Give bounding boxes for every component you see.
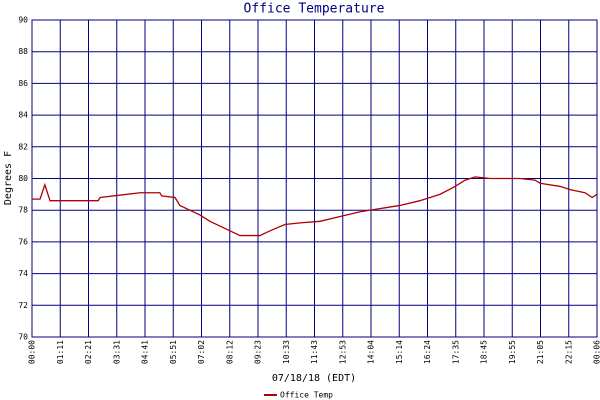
- y-tick-label: 84: [18, 111, 28, 120]
- y-tick-label: 80: [18, 174, 28, 183]
- x-tick-label: 16:24: [423, 340, 432, 364]
- y-tick-label: 74: [18, 269, 28, 278]
- x-tick-label: 17:35: [451, 340, 460, 364]
- y-tick-label: 90: [18, 16, 28, 25]
- legend-label: Office Temp: [280, 391, 333, 400]
- x-axis-label: 07/18/18 (EDT): [272, 373, 356, 384]
- x-tick-label: 21:05: [536, 340, 545, 364]
- line: [32, 176, 598, 237]
- y-tick-label: 82: [18, 142, 28, 151]
- chart-title: Office Temperature: [244, 2, 385, 17]
- x-tick-label: 19:55: [508, 340, 517, 364]
- x-tick-label: 01:11: [56, 340, 65, 364]
- x-tick-label: 15:14: [395, 340, 404, 364]
- x-tick-label: 05:51: [169, 340, 178, 364]
- x-tick-label: 09:23: [254, 340, 263, 364]
- y-tick-label: 78: [18, 206, 28, 215]
- x-tick-label: 04:41: [141, 340, 150, 364]
- x-tick-label: 11:43: [310, 340, 319, 364]
- x-tick-label: 07:02: [197, 340, 206, 364]
- x-tick-label: 08:12: [225, 340, 234, 364]
- y-tick-label: 76: [18, 237, 28, 246]
- x-tick-label: 12:53: [338, 340, 347, 364]
- x-tick-label: 00:00: [28, 340, 37, 364]
- y-tick-label: 72: [18, 301, 28, 310]
- x-tick-label: 22:15: [564, 340, 573, 364]
- x-tick-label: 14:04: [367, 340, 376, 364]
- x-tick-label: 03:31: [112, 340, 121, 364]
- x-tick-label: 10:33: [282, 340, 291, 364]
- x-tick-label: 00:06: [593, 340, 600, 364]
- y-tick-label: 70: [18, 333, 28, 342]
- x-tick-label: 02:21: [84, 340, 93, 364]
- plot-border: [31, 19, 598, 338]
- y-axis-label: Degrees F: [3, 151, 14, 205]
- x-tick-label: 18:45: [480, 340, 489, 364]
- y-tick-label: 86: [18, 79, 28, 88]
- y-tick-label: 88: [18, 47, 28, 56]
